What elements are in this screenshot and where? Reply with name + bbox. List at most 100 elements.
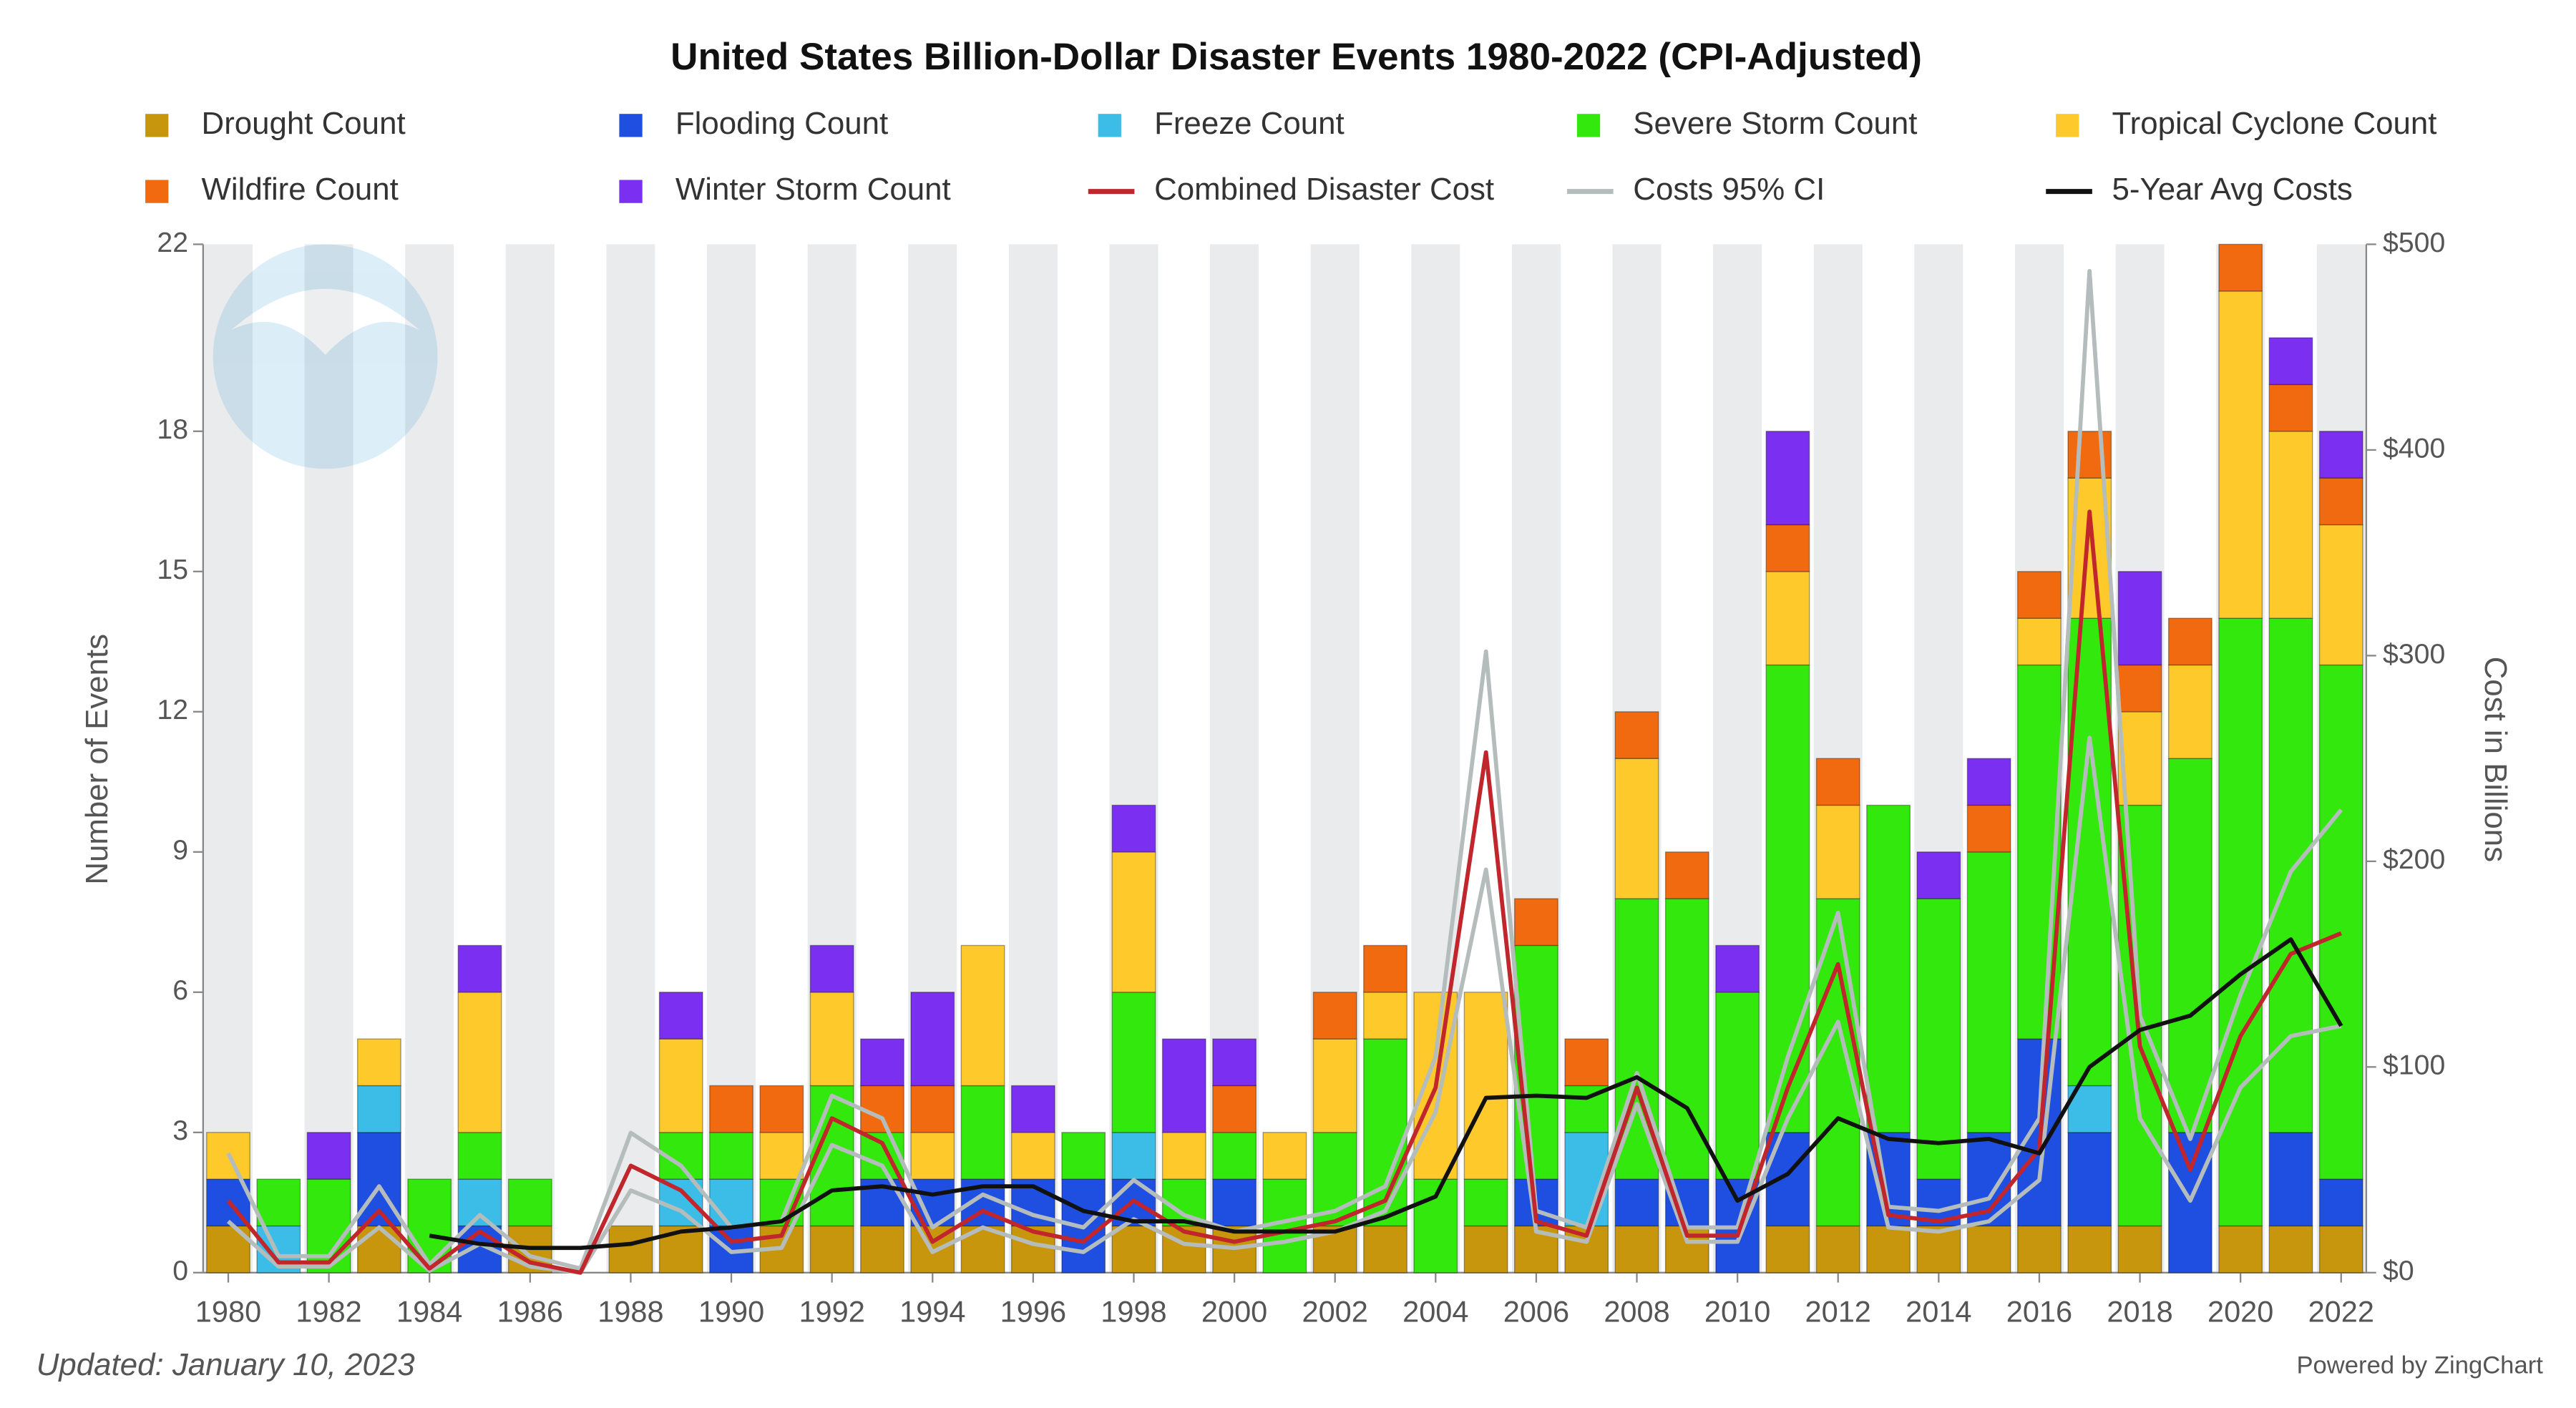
x-tick-label: 1994	[899, 1294, 965, 1328]
bar-segment	[356, 1038, 401, 1087]
bar-segment	[2318, 431, 2363, 479]
bar-segment	[709, 1085, 753, 1133]
x-tick-label: 2006	[1503, 1294, 1569, 1328]
column-band	[504, 244, 555, 1273]
legend-swatch	[2056, 114, 2079, 137]
bar-segment	[2218, 617, 2263, 1227]
y-tick-label: 18	[157, 414, 188, 445]
bar-segment	[2067, 1132, 2112, 1227]
legend-swatch	[1098, 114, 1121, 137]
x-tick-label: 2022	[2308, 1294, 2374, 1328]
legend-label: Combined Disaster Cost	[1154, 172, 1494, 207]
bar-segment	[1513, 898, 1558, 947]
bar-segment	[2318, 1225, 2363, 1273]
x-tick-label: 2010	[1704, 1294, 1770, 1328]
bar-segment	[457, 992, 502, 1133]
bar-segment	[910, 1132, 955, 1180]
y-tick-label: 0	[172, 1255, 188, 1286]
y-tick-label: 3	[172, 1115, 188, 1146]
bar-segment	[1463, 1225, 1508, 1273]
bar-segment	[2017, 1225, 2062, 1273]
legend-swatch	[1576, 114, 1601, 137]
bar-segment	[2268, 383, 2313, 432]
bar-segment	[1463, 1178, 1508, 1227]
bar-segment	[2117, 664, 2162, 713]
bar-segment	[759, 1132, 804, 1180]
bar-segment	[356, 1225, 401, 1273]
column-band	[1058, 244, 1109, 1273]
x-tick-label: 1984	[396, 1294, 462, 1328]
bar-segment	[2167, 664, 2212, 759]
legend-label: Wildfire Count	[202, 172, 399, 207]
bar-segment	[1765, 571, 1810, 666]
x-tick-label: 2000	[1201, 1294, 1267, 1328]
y-axis-title: Number of Events	[79, 634, 114, 885]
bar-segment	[1010, 1085, 1055, 1133]
x-tick-label: 2018	[2107, 1294, 2172, 1328]
bar-segment	[860, 1038, 904, 1087]
bar-segment	[608, 1225, 653, 1273]
x-tick-label: 1992	[799, 1294, 864, 1328]
x-tick-label: 2008	[1604, 1294, 1669, 1328]
bar-segment	[2017, 617, 2062, 666]
legend-swatch	[145, 114, 169, 137]
credit: Powered by ZingChart	[2296, 1351, 2543, 1379]
x-tick-label: 1988	[597, 1294, 663, 1328]
bar-segment	[1715, 992, 1760, 1180]
bar-segment	[1916, 898, 1961, 1180]
y-tick-label: 9	[172, 834, 188, 866]
y-tick-label: 12	[157, 694, 188, 725]
y2-tick-label: $300	[2383, 638, 2445, 670]
legend-label: Flooding Count	[675, 106, 888, 141]
bar-segment	[1966, 758, 2011, 806]
chart-title: United States Billion-Dollar Disaster Ev…	[670, 36, 1922, 78]
legend-label: Freeze Count	[1154, 106, 1345, 141]
x-tick-label: 2004	[1402, 1294, 1468, 1328]
bar-segment	[910, 1085, 955, 1133]
bar-segment	[809, 944, 854, 993]
bar-segment	[2067, 1225, 2112, 1273]
bar-segment	[1111, 804, 1156, 853]
bar-segment	[2218, 243, 2263, 292]
bar-segment	[658, 1038, 703, 1133]
y-tick-label: 15	[157, 554, 188, 585]
y2-tick-label: $0	[2383, 1255, 2414, 1286]
legend-label: Costs 95% CI	[1633, 172, 1825, 207]
bar-segment	[1715, 944, 1760, 993]
bar-segment	[809, 1225, 854, 1273]
bar-segment	[1363, 944, 1407, 993]
bar-segment	[1664, 851, 1709, 899]
bar-segment	[1815, 804, 1860, 899]
bar-segment	[1010, 1132, 1055, 1180]
y2-axis-title: Cost in Billions	[2478, 657, 2513, 862]
bar-segment	[2268, 1225, 2313, 1273]
bar-segment	[960, 944, 1005, 1087]
bar-segment	[809, 992, 854, 1087]
legend-label: 5-Year Avg Costs	[2112, 172, 2353, 207]
bar-segment	[910, 992, 955, 1087]
bar-segment	[1765, 1225, 1810, 1273]
bar-segment	[2117, 571, 2162, 666]
legend-label: Winter Storm Count	[675, 172, 951, 207]
x-tick-label: 2002	[1302, 1294, 1368, 1328]
y2-tick-label: $500	[2383, 227, 2445, 258]
bar-segment	[1363, 1225, 1407, 1273]
bar-segment	[658, 992, 703, 1040]
bar-segment	[507, 1178, 552, 1227]
y2-tick-label: $100	[2383, 1050, 2445, 1081]
bar-segment	[457, 944, 502, 993]
legend-label: Drought Count	[202, 106, 406, 141]
plot	[206, 243, 2363, 1275]
bar-segment	[1966, 851, 2011, 1133]
bar-segment	[457, 1132, 502, 1180]
cost-line	[429, 937, 2343, 1251]
bar-segment	[860, 1225, 904, 1273]
x-tick-label: 1986	[497, 1294, 563, 1328]
bar-segment	[1463, 992, 1508, 1180]
bar-segment	[709, 1178, 753, 1227]
bar-segment	[356, 1085, 401, 1133]
bar-segment	[1765, 524, 1810, 572]
column-band	[253, 244, 304, 1273]
column-band	[303, 244, 354, 1273]
